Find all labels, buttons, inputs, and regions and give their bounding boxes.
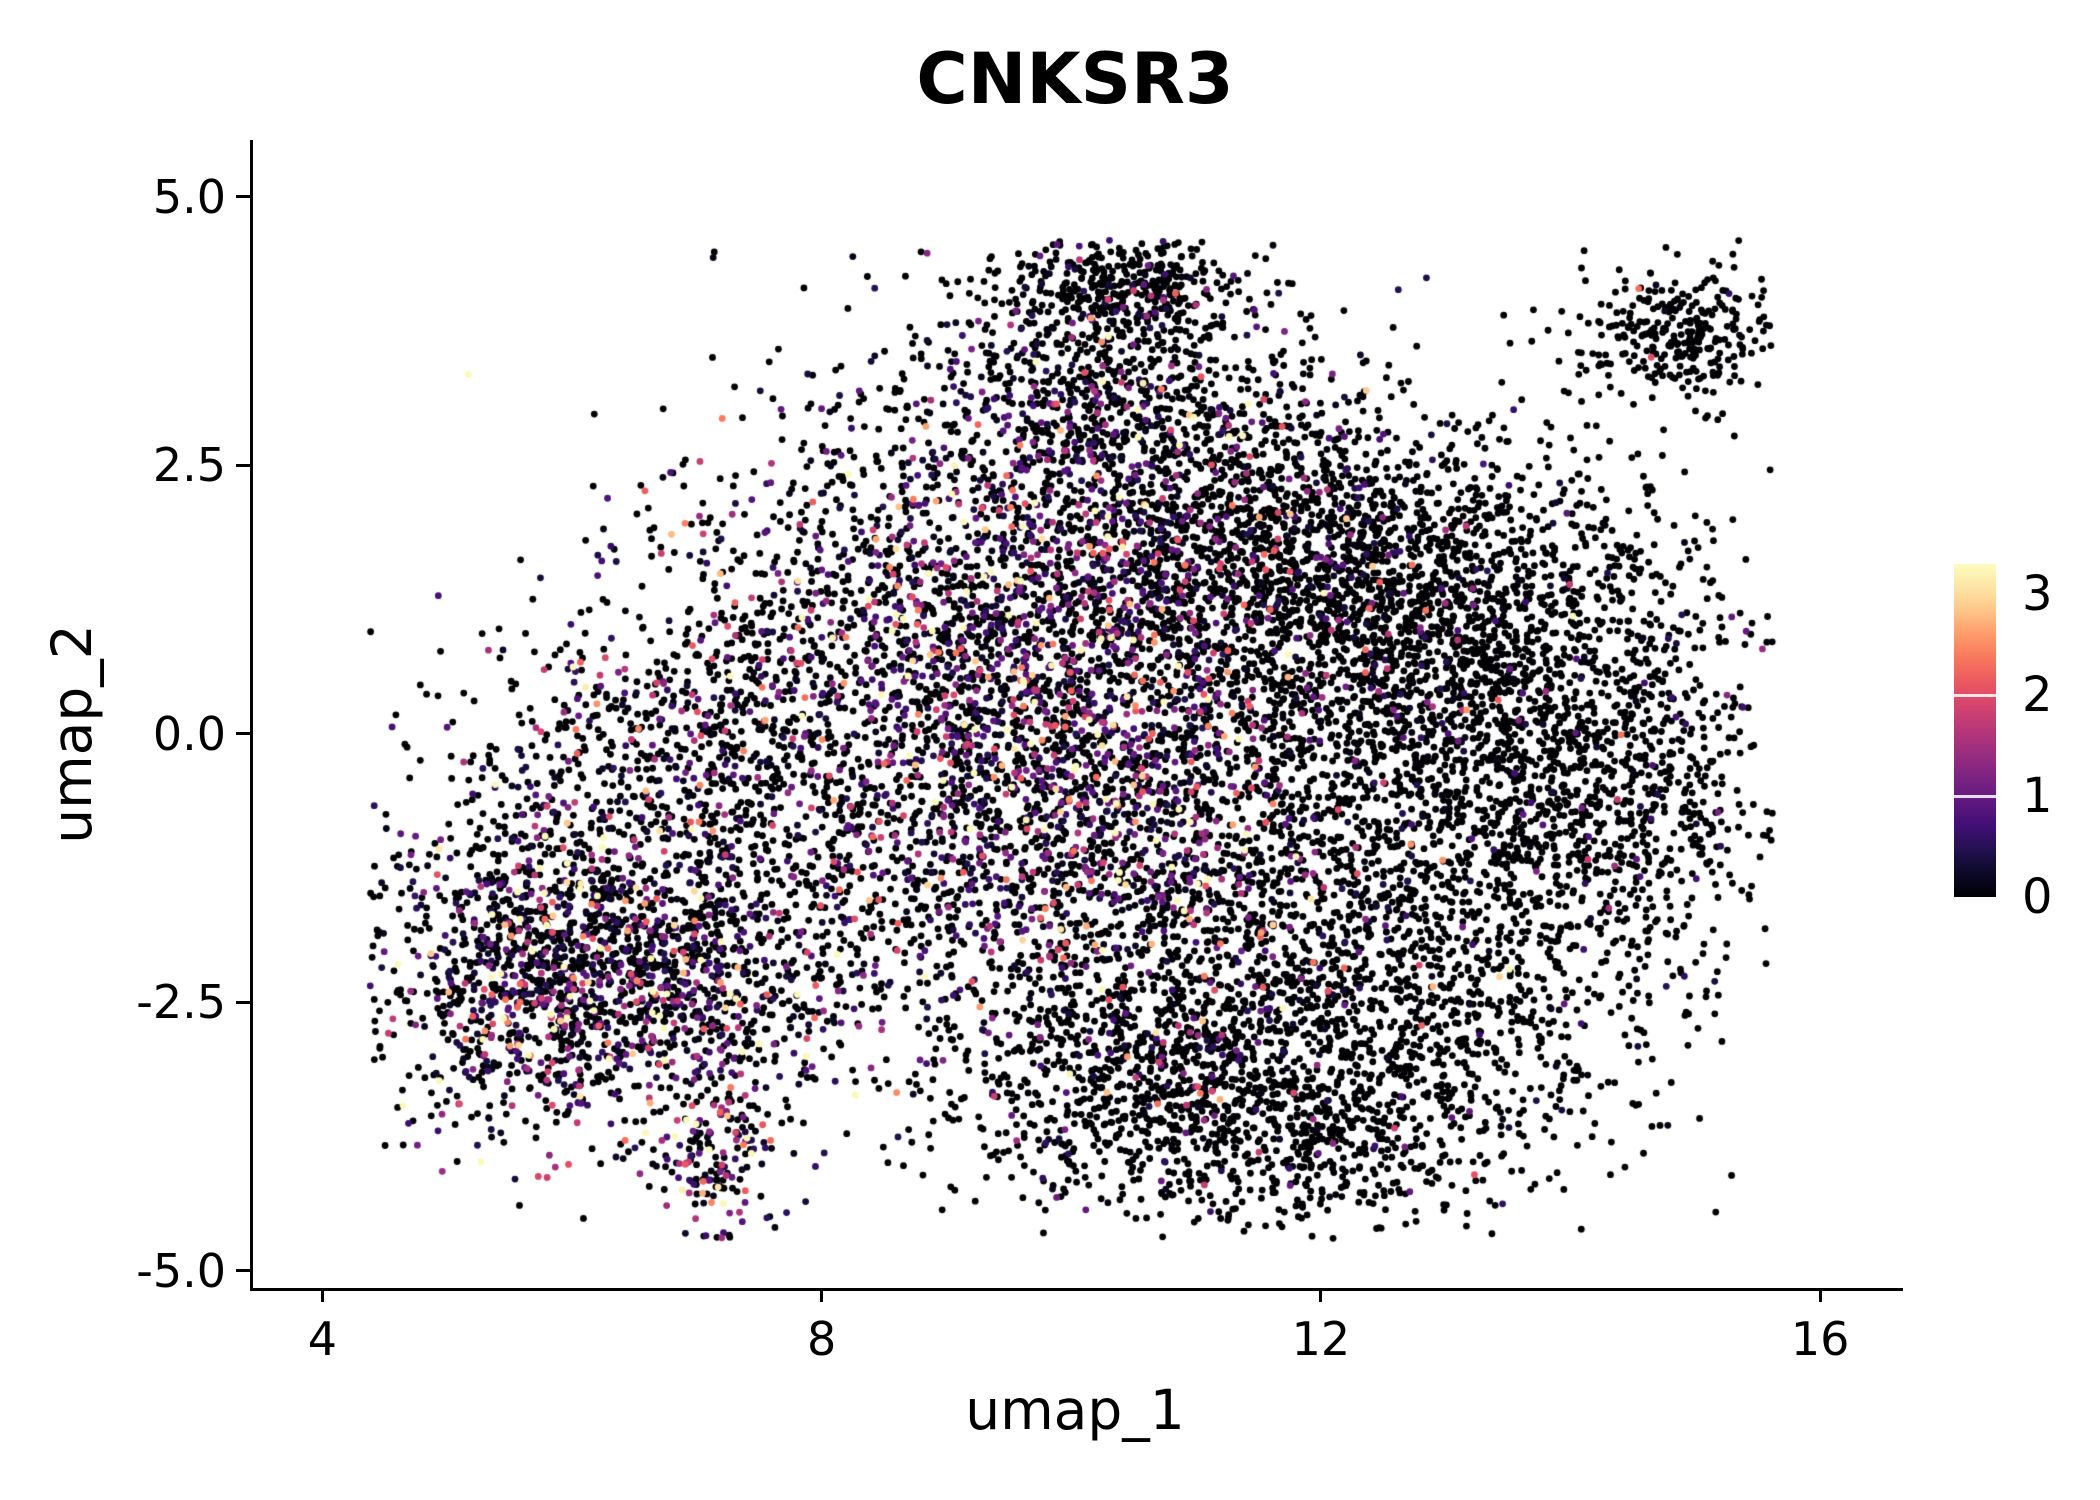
x-axis-title: umap_1 <box>965 1378 1185 1442</box>
colorbar-tick-label: 1 <box>2022 768 2053 825</box>
colorbar-tick-mark <box>1954 794 1996 798</box>
x-tick-label: 4 <box>307 1312 338 1366</box>
colorbar-tick-label: 2 <box>2022 667 2053 724</box>
plot-title: CNKSR3 <box>916 38 1234 120</box>
y-tick-label: 2.5 <box>152 438 226 493</box>
y-tick-label: 0.0 <box>152 706 226 761</box>
colorbar-tick-label: 3 <box>2022 566 2053 623</box>
x-tick-label: 8 <box>806 1312 837 1366</box>
x-tick-label: 16 <box>1790 1312 1850 1366</box>
x-tick-mark <box>1818 1288 1822 1302</box>
expression-colorbar <box>1954 564 1996 897</box>
y-tick-label: 5.0 <box>152 169 226 224</box>
colorbar-tick-mark <box>1954 693 1996 697</box>
y-tick-mark <box>236 1269 250 1273</box>
plot-panel <box>250 140 1903 1291</box>
y-tick-label: -2.5 <box>136 975 226 1030</box>
y-tick-mark <box>236 463 250 467</box>
x-tick-mark <box>1319 1288 1323 1302</box>
x-tick-mark <box>320 1288 324 1302</box>
umap-scatter-canvas <box>253 140 1903 1288</box>
colorbar-tick-label: 0 <box>2022 869 2053 925</box>
y-tick-label: -5.0 <box>136 1243 226 1298</box>
x-tick-mark <box>820 1288 824 1302</box>
y-tick-mark <box>236 195 250 199</box>
x-tick-label: 12 <box>1291 1312 1351 1366</box>
y-tick-mark <box>236 732 250 736</box>
y-tick-mark <box>236 1000 250 1004</box>
